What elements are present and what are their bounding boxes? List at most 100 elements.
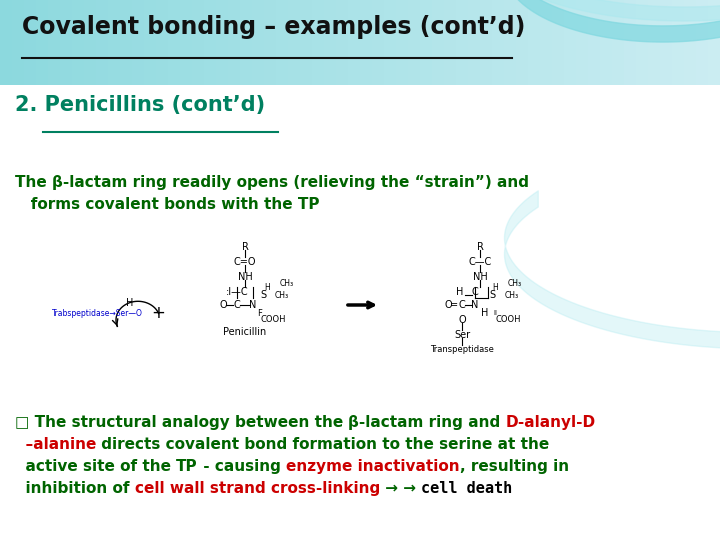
Text: C: C bbox=[472, 287, 478, 297]
Text: H: H bbox=[456, 287, 464, 297]
Text: H: H bbox=[126, 298, 134, 308]
Text: CH₃: CH₃ bbox=[508, 279, 522, 287]
Bar bbox=[24, 0, 36, 85]
Text: COOH: COOH bbox=[495, 315, 521, 325]
Bar bbox=[336, 0, 348, 85]
Text: O: O bbox=[219, 300, 227, 310]
Text: Penicillin: Penicillin bbox=[223, 327, 266, 337]
Bar bbox=[204, 0, 216, 85]
Text: C=O: C=O bbox=[234, 257, 256, 267]
Text: directs covalent bond formation to the serine at the: directs covalent bond formation to the s… bbox=[96, 437, 549, 452]
Text: S: S bbox=[260, 290, 266, 300]
Bar bbox=[276, 0, 288, 85]
Bar bbox=[168, 0, 180, 85]
Bar bbox=[348, 0, 360, 85]
Text: =: = bbox=[450, 300, 458, 310]
Text: CH₃: CH₃ bbox=[505, 291, 519, 300]
Text: R: R bbox=[242, 242, 248, 252]
Bar bbox=[360, 0, 372, 85]
Text: enzyme inactivation: enzyme inactivation bbox=[286, 459, 459, 474]
Text: β-lactam ring: β-lactam ring bbox=[348, 415, 464, 430]
Text: and: and bbox=[464, 415, 506, 430]
Text: Ser: Ser bbox=[454, 330, 470, 340]
Bar bbox=[300, 0, 312, 85]
Bar bbox=[564, 0, 576, 85]
Text: TP: TP bbox=[176, 459, 198, 474]
Bar bbox=[516, 0, 528, 85]
Text: , resulting in: , resulting in bbox=[459, 459, 569, 474]
Bar bbox=[372, 0, 384, 85]
Bar bbox=[384, 0, 396, 85]
Text: R: R bbox=[477, 242, 483, 252]
Bar bbox=[180, 0, 192, 85]
Bar bbox=[600, 0, 612, 85]
Bar bbox=[216, 0, 228, 85]
Bar bbox=[144, 0, 156, 85]
Text: N: N bbox=[249, 300, 257, 310]
Bar bbox=[540, 0, 552, 85]
Bar bbox=[660, 0, 672, 85]
Bar bbox=[12, 0, 24, 85]
Text: Covalent bonding – examples (cont’d): Covalent bonding – examples (cont’d) bbox=[22, 15, 526, 39]
Text: inhibition of: inhibition of bbox=[15, 481, 135, 496]
Text: Trabspeptidase→Ser—O: Trabspeptidase→Ser—O bbox=[52, 308, 143, 318]
Text: +: + bbox=[151, 304, 165, 322]
Bar bbox=[456, 0, 468, 85]
Text: H: H bbox=[481, 308, 489, 318]
Bar bbox=[240, 0, 252, 85]
Text: forms covalent bonds with the TP: forms covalent bonds with the TP bbox=[15, 197, 320, 212]
Text: CH₃: CH₃ bbox=[275, 291, 289, 300]
Text: - causing: - causing bbox=[198, 459, 286, 474]
Bar bbox=[420, 0, 432, 85]
Bar bbox=[264, 0, 276, 85]
Bar bbox=[288, 0, 300, 85]
Bar bbox=[636, 0, 648, 85]
Bar bbox=[228, 0, 240, 85]
Text: H: H bbox=[492, 282, 498, 292]
Text: NH: NH bbox=[472, 272, 487, 282]
Text: O: O bbox=[444, 300, 452, 310]
Text: 2. Penicillins (cont’d): 2. Penicillins (cont’d) bbox=[15, 95, 265, 115]
Bar bbox=[396, 0, 408, 85]
Text: C—C: C—C bbox=[469, 257, 492, 267]
Text: NH: NH bbox=[238, 272, 253, 282]
Bar bbox=[72, 0, 84, 85]
Bar bbox=[48, 0, 60, 85]
Bar bbox=[0, 0, 12, 85]
Text: O: O bbox=[458, 315, 466, 325]
Bar bbox=[648, 0, 660, 85]
Bar bbox=[432, 0, 444, 85]
Bar bbox=[480, 0, 492, 85]
Bar bbox=[552, 0, 564, 85]
Bar bbox=[492, 0, 504, 85]
Text: Transpeptidase: Transpeptidase bbox=[430, 346, 494, 354]
Bar bbox=[132, 0, 144, 85]
Bar bbox=[408, 0, 420, 85]
Bar bbox=[624, 0, 636, 85]
Bar bbox=[708, 0, 720, 85]
Bar bbox=[60, 0, 72, 85]
Text: active site of the: active site of the bbox=[15, 459, 176, 474]
Text: □ The structural analogy between the: □ The structural analogy between the bbox=[15, 415, 348, 430]
Bar bbox=[192, 0, 204, 85]
Text: S: S bbox=[489, 290, 495, 300]
Bar bbox=[684, 0, 696, 85]
Bar bbox=[36, 0, 48, 85]
Text: –alanine: –alanine bbox=[15, 437, 96, 452]
Text: → →: → → bbox=[380, 481, 421, 496]
Bar bbox=[468, 0, 480, 85]
Text: COOH: COOH bbox=[260, 315, 286, 325]
Bar bbox=[252, 0, 264, 85]
Bar bbox=[108, 0, 120, 85]
Text: cell wall strand cross-linking: cell wall strand cross-linking bbox=[135, 481, 380, 496]
Bar bbox=[96, 0, 108, 85]
Text: II: II bbox=[493, 310, 497, 316]
Text: H: H bbox=[264, 282, 270, 292]
Text: C: C bbox=[459, 300, 465, 310]
Bar bbox=[672, 0, 684, 85]
Bar bbox=[576, 0, 588, 85]
Text: The β-lactam ring readily opens (relieving the “strain”) and: The β-lactam ring readily opens (relievi… bbox=[15, 175, 529, 190]
Bar bbox=[156, 0, 168, 85]
Bar bbox=[504, 0, 516, 85]
Bar bbox=[312, 0, 324, 85]
